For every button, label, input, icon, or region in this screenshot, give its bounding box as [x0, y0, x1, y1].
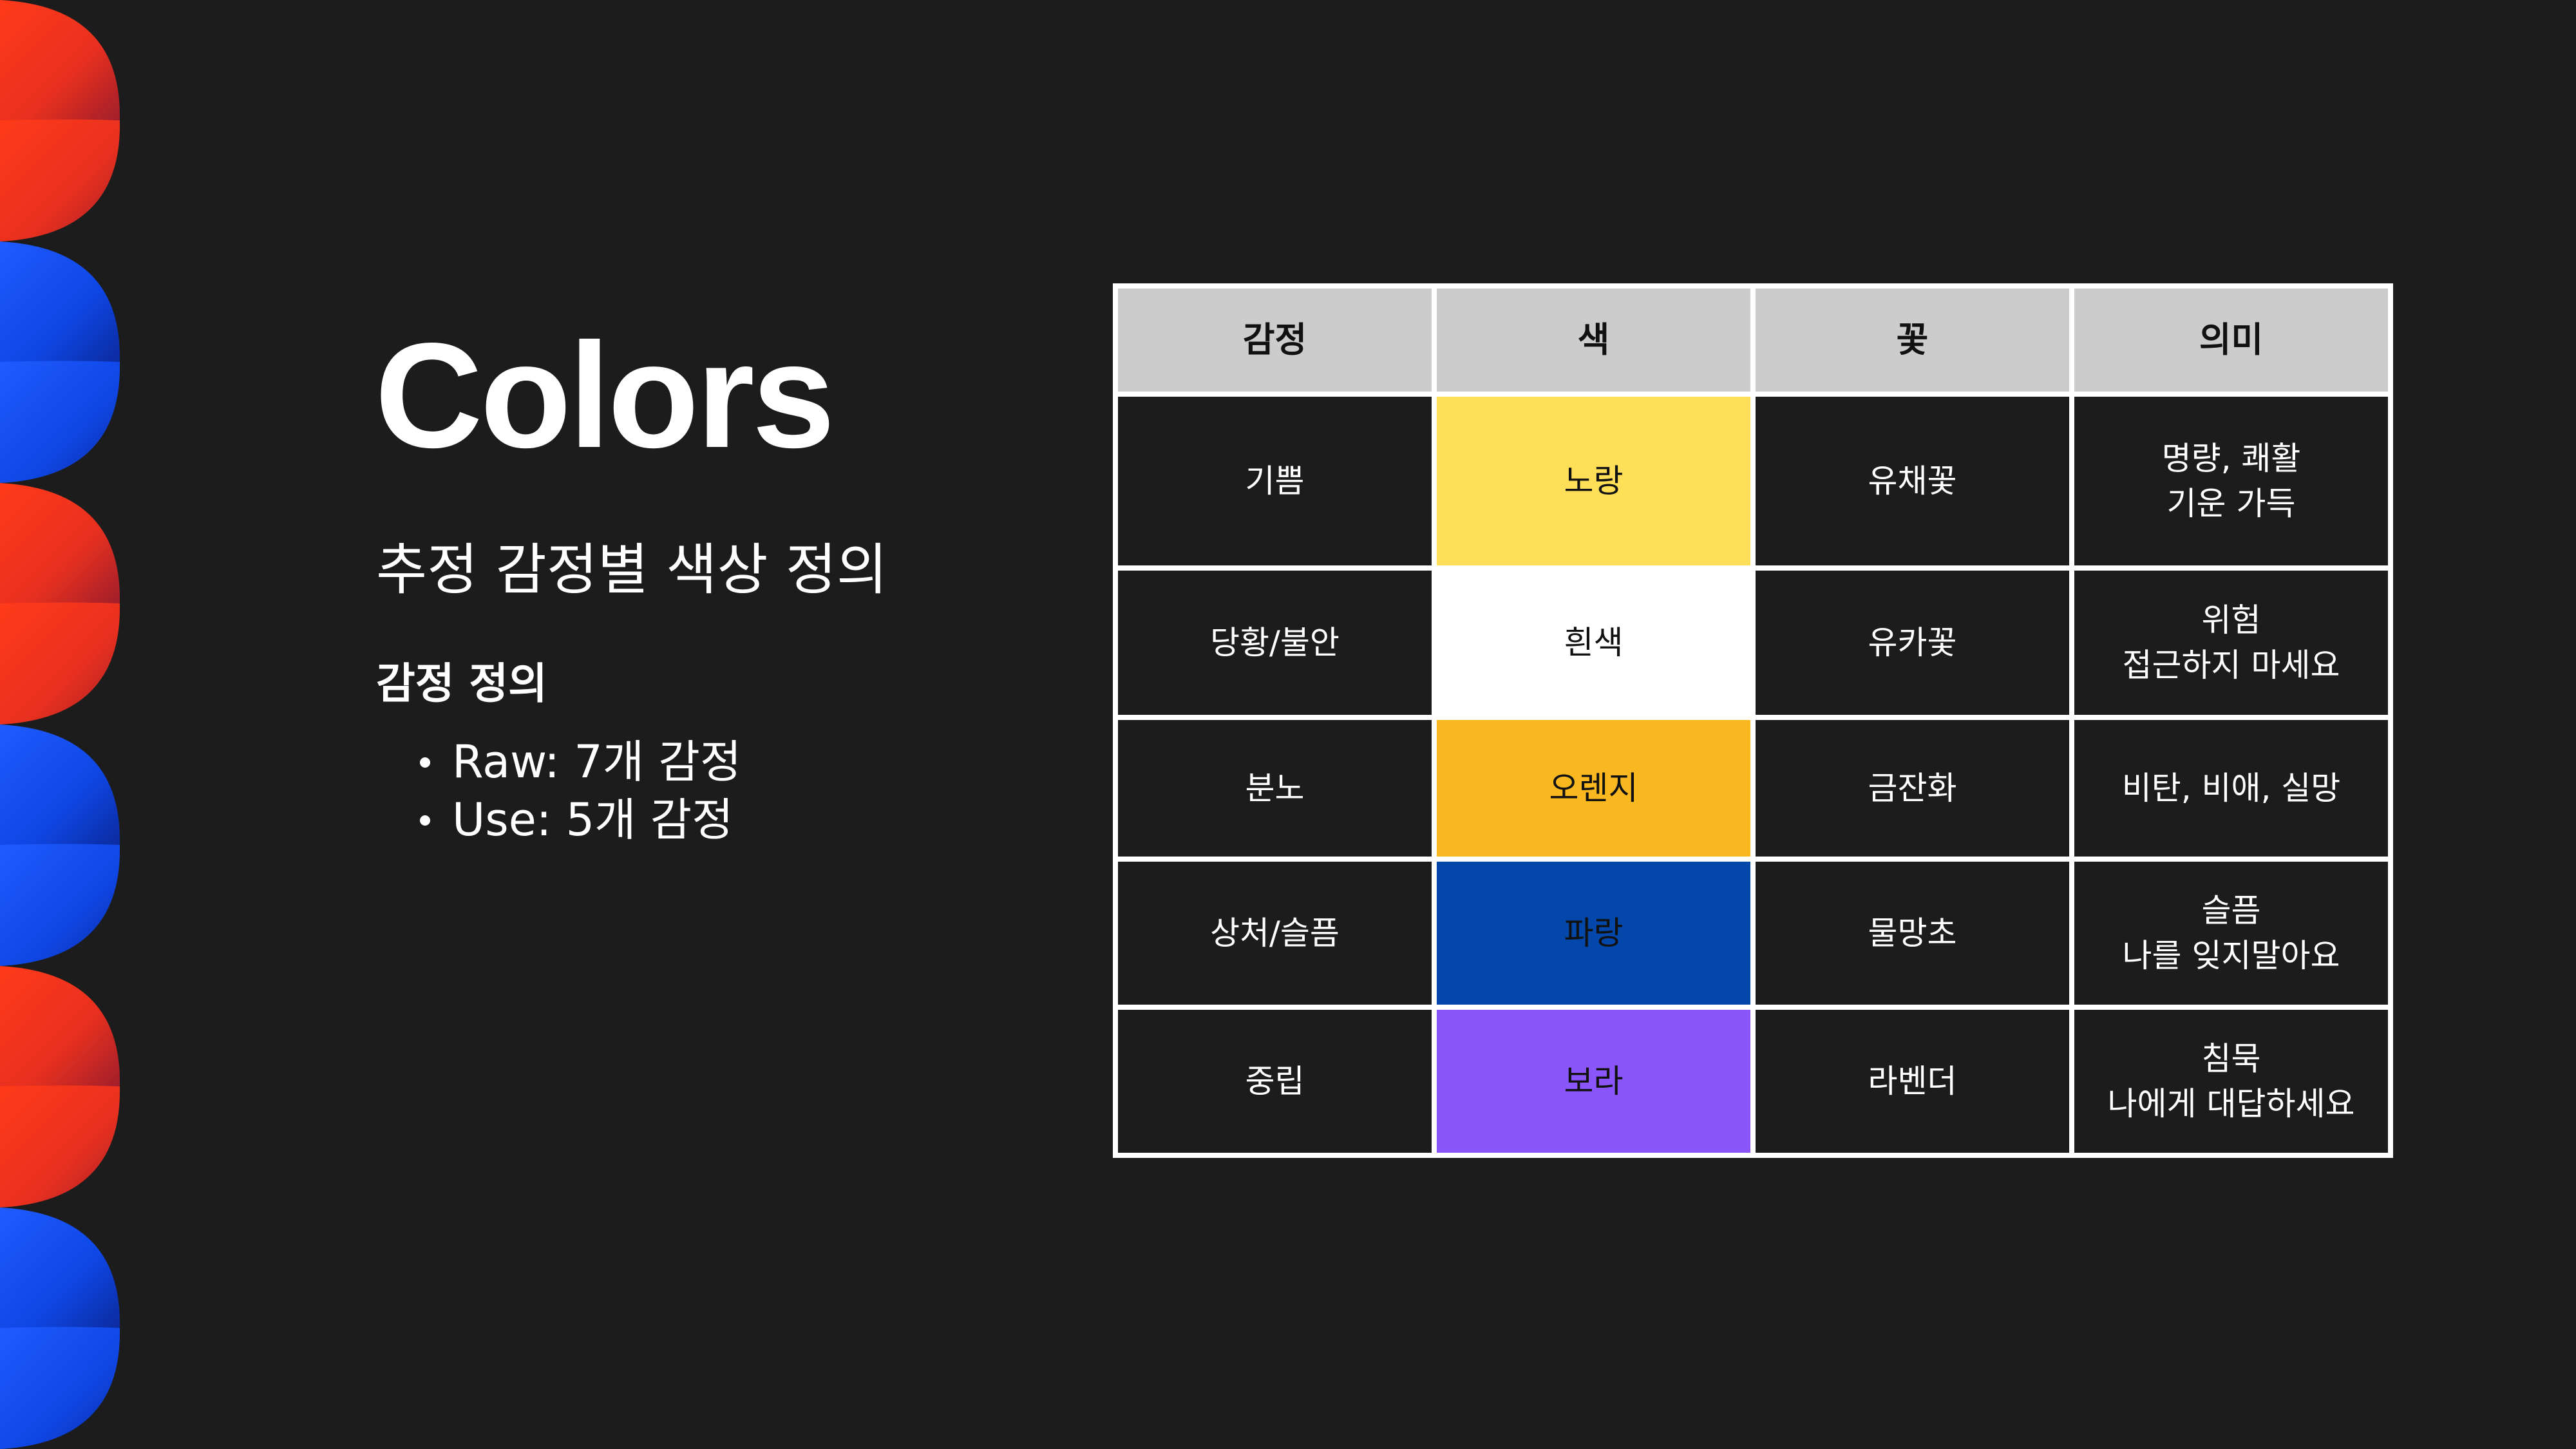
header-flower: 꽃	[1750, 283, 2074, 397]
decorative-semicircle-pattern	[0, 0, 120, 1449]
meaning-cell: 위험 접근하지 마세요	[2069, 565, 2393, 720]
meaning-line: 나를 잊지말아요	[2122, 937, 2340, 974]
decor-petal	[0, 1327, 120, 1449]
color-swatch-cell: 노랑	[1432, 392, 1756, 571]
decor-petal	[0, 844, 120, 966]
bullet-dot-icon	[420, 815, 430, 826]
decor-petal	[0, 0, 120, 122]
bullet-item: Use: 5개 감정	[412, 791, 741, 849]
table-header-row: 감정 색 꽃 의미	[1113, 283, 2393, 397]
flower-cell: 라벤더	[1750, 1005, 2074, 1158]
emotion-cell: 당황/불안	[1113, 565, 1437, 720]
meaning-cell: 슬픔 나를 잊지말아요	[2069, 857, 2393, 1010]
page-subtitle: 추정 감정별 색상 정의	[376, 538, 888, 602]
table-row: 당황/불안 흰색 유카꽃 위험 접근하지 마세요	[1113, 565, 2393, 720]
flower-cell: 금잔화	[1750, 715, 2074, 862]
table-row: 중립 보라 라벤더 침묵 나에게 대답하세요	[1113, 1005, 2393, 1158]
emotion-color-table: 감정 색 꽃 의미 기쁨 노랑 유채꽃 명량, 쾌활 기운 가득 당황/불안 흰…	[1113, 283, 2393, 1158]
meaning-line: 나에게 대답하세요	[2107, 1085, 2355, 1122]
bullet-dot-icon	[420, 757, 430, 768]
header-emotion: 감정	[1113, 283, 1437, 397]
meaning-line: 명량, 쾌활	[2161, 440, 2301, 477]
decor-petal	[0, 966, 120, 1088]
emotion-cell: 분노	[1113, 715, 1437, 862]
meaning-line: 기운 가득	[2166, 485, 2296, 522]
color-swatch-cell: 보라	[1432, 1005, 1756, 1158]
flower-cell: 유채꽃	[1750, 392, 2074, 571]
flower-cell: 유카꽃	[1750, 565, 2074, 720]
decor-petal	[0, 119, 120, 242]
emotion-cell: 중립	[1113, 1005, 1437, 1158]
meaning-cell: 비탄, 비애, 실망	[2069, 715, 2393, 862]
decor-petal	[0, 1085, 120, 1208]
color-swatch-cell: 오렌지	[1432, 715, 1756, 862]
meaning-line: 슬픔	[2201, 892, 2261, 929]
decor-petal	[0, 361, 120, 483]
meaning-line: 침묵	[2201, 1040, 2261, 1077]
decor-petal	[0, 602, 120, 724]
decor-petal	[0, 1208, 120, 1329]
meaning-line: 비탄, 비애, 실망	[2121, 770, 2341, 807]
decor-petal	[0, 242, 120, 363]
emotion-cell: 상처/슬픔	[1113, 857, 1437, 1010]
decor-petal	[0, 724, 120, 846]
table-row: 상처/슬픔 파랑 물망초 슬픔 나를 잊지말아요	[1113, 857, 2393, 1010]
header-color: 색	[1432, 283, 1756, 397]
table-row: 분노 오렌지 금잔화 비탄, 비애, 실망	[1113, 715, 2393, 862]
header-meaning: 의미	[2069, 283, 2393, 397]
bullet-item: Raw: 7개 감정	[412, 733, 741, 791]
table-row: 기쁨 노랑 유채꽃 명량, 쾌활 기운 가득	[1113, 392, 2393, 571]
emotion-cell: 기쁨	[1113, 392, 1437, 571]
color-swatch-cell: 파랑	[1432, 857, 1756, 1010]
emotion-color-table-container: 감정 색 꽃 의미 기쁨 노랑 유채꽃 명량, 쾌활 기운 가득 당황/불안 흰…	[1113, 283, 2393, 1158]
meaning-line: 위험	[2201, 601, 2261, 639]
color-swatch-cell: 흰색	[1432, 565, 1756, 720]
section-heading: 감정 정의	[376, 659, 547, 708]
bullet-text: Raw: 7개 감정	[452, 735, 742, 788]
flower-cell: 물망초	[1750, 857, 2074, 1010]
meaning-line: 접근하지 마세요	[2122, 647, 2340, 684]
meaning-cell: 명량, 쾌활 기운 가득	[2069, 392, 2393, 571]
bullet-list: Raw: 7개 감정 Use: 5개 감정	[412, 733, 741, 849]
bullet-text: Use: 5개 감정	[452, 793, 734, 846]
meaning-cell: 침묵 나에게 대답하세요	[2069, 1005, 2393, 1158]
page-title: Colors	[375, 312, 835, 479]
decor-petal	[0, 483, 120, 605]
